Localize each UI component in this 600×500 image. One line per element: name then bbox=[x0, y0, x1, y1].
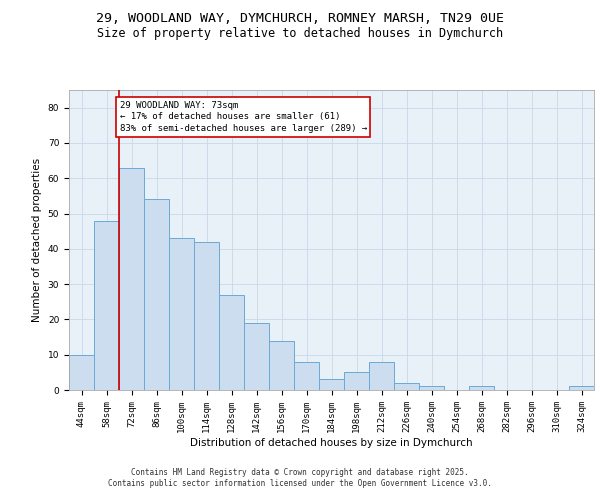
Text: Size of property relative to detached houses in Dymchurch: Size of property relative to detached ho… bbox=[97, 28, 503, 40]
Bar bbox=[344, 372, 369, 390]
Bar bbox=[219, 294, 244, 390]
Bar bbox=[194, 242, 219, 390]
Bar bbox=[369, 362, 394, 390]
Y-axis label: Number of detached properties: Number of detached properties bbox=[32, 158, 42, 322]
Bar bbox=[144, 200, 169, 390]
Bar bbox=[269, 340, 294, 390]
Bar bbox=[394, 383, 419, 390]
Bar bbox=[169, 238, 194, 390]
Bar bbox=[569, 386, 594, 390]
Bar bbox=[319, 380, 344, 390]
Bar bbox=[119, 168, 144, 390]
Bar bbox=[469, 386, 494, 390]
Text: 29 WOODLAND WAY: 73sqm
← 17% of detached houses are smaller (61)
83% of semi-det: 29 WOODLAND WAY: 73sqm ← 17% of detached… bbox=[119, 100, 367, 133]
Bar bbox=[244, 323, 269, 390]
Text: Contains HM Land Registry data © Crown copyright and database right 2025.
Contai: Contains HM Land Registry data © Crown c… bbox=[108, 468, 492, 487]
Bar bbox=[294, 362, 319, 390]
Bar bbox=[69, 354, 94, 390]
Bar bbox=[94, 220, 119, 390]
Bar bbox=[419, 386, 444, 390]
Text: 29, WOODLAND WAY, DYMCHURCH, ROMNEY MARSH, TN29 0UE: 29, WOODLAND WAY, DYMCHURCH, ROMNEY MARS… bbox=[96, 12, 504, 26]
X-axis label: Distribution of detached houses by size in Dymchurch: Distribution of detached houses by size … bbox=[190, 438, 473, 448]
